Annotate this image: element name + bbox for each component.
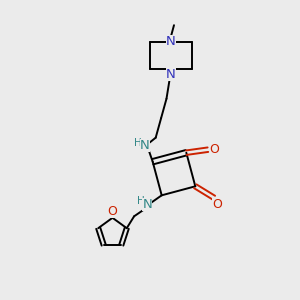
Text: N: N (166, 35, 176, 48)
Text: N: N (140, 139, 150, 152)
Text: N: N (166, 68, 176, 81)
Text: N: N (142, 198, 152, 212)
Text: H: H (134, 138, 142, 148)
Text: O: O (212, 198, 222, 211)
Text: O: O (210, 143, 219, 156)
Text: H: H (137, 196, 145, 206)
Text: O: O (107, 205, 117, 218)
